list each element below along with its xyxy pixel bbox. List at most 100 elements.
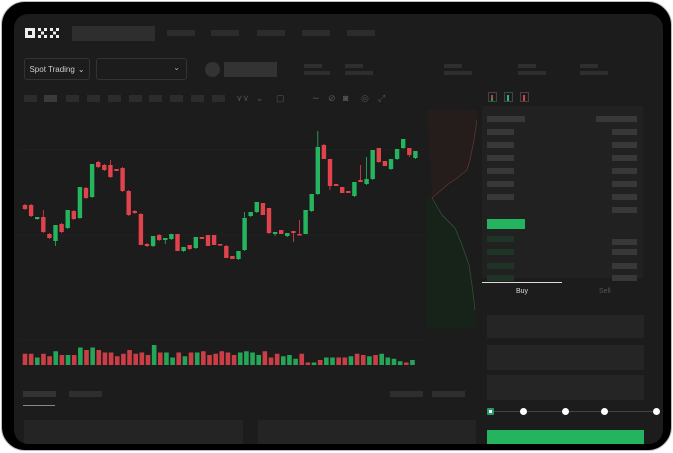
timeframe-button[interactable] — [108, 95, 121, 102]
volume-bar — [324, 357, 329, 365]
volume-bar — [201, 351, 206, 365]
price-input[interactable] — [487, 315, 644, 338]
timeframe-button[interactable] — [149, 95, 162, 102]
volume-bar — [244, 351, 249, 365]
volume-bar — [360, 355, 366, 365]
active-tab-underline — [23, 405, 55, 406]
filter-button[interactable] — [432, 391, 465, 397]
volume-bar — [194, 352, 200, 365]
orders-panel — [24, 420, 243, 444]
volume-bar — [139, 352, 145, 365]
draw-icon[interactable]: ▢ — [276, 93, 285, 103]
tab-open-orders[interactable] — [23, 391, 56, 397]
volume-bar — [84, 350, 89, 365]
volume-bar — [262, 351, 268, 365]
timeframe-button[interactable] — [191, 95, 204, 102]
candle — [163, 238, 168, 240]
volume-bar — [53, 351, 59, 365]
search-bar[interactable] — [72, 26, 155, 41]
volume-bar — [47, 356, 52, 365]
filter-button[interactable] — [390, 391, 423, 397]
volume-bar — [397, 361, 403, 365]
candle — [89, 164, 95, 197]
pair-selector[interactable]: ⌄ — [96, 58, 187, 80]
bid-amount — [612, 239, 637, 245]
timeframe-button[interactable] — [129, 95, 142, 102]
order-book-bids-icon[interactable] — [504, 92, 513, 102]
ask-amount — [612, 155, 637, 161]
bid-amount — [612, 263, 637, 269]
candle — [83, 188, 89, 198]
timeframe-button[interactable] — [24, 95, 37, 102]
ask-amount — [612, 194, 637, 200]
amount-slider[interactable] — [487, 408, 660, 415]
candle — [132, 211, 137, 213]
pair-name — [224, 62, 277, 77]
candle — [47, 234, 52, 238]
candle — [346, 191, 351, 193]
volume-bar — [410, 360, 415, 365]
volume-bar — [219, 351, 225, 365]
nav-item[interactable] — [257, 30, 285, 36]
timeframe-button[interactable] — [44, 95, 57, 102]
tab-order-history[interactable] — [69, 391, 102, 397]
candle — [224, 246, 229, 258]
ask-price — [487, 168, 514, 174]
nav-item[interactable] — [302, 30, 330, 36]
candle — [35, 217, 40, 219]
tab-buy[interactable]: Buy — [516, 288, 529, 295]
slider-step[interactable] — [601, 408, 608, 415]
candle — [327, 159, 333, 186]
order-book-asks-icon[interactable] — [520, 92, 529, 102]
settings-icon[interactable]: ◎ — [361, 93, 369, 103]
nav-item[interactable] — [211, 30, 239, 36]
buy-button[interactable] — [487, 430, 644, 444]
camera-icon[interactable]: ◙ — [343, 93, 349, 103]
candle — [169, 234, 174, 239]
timeframe-button[interactable] — [170, 95, 183, 102]
coin-icon — [205, 62, 220, 77]
indicator-icon[interactable]: ⋎⋎ — [236, 93, 250, 103]
okx-logo[interactable] — [25, 26, 63, 40]
slider-handle[interactable] — [487, 408, 494, 415]
volume-bar — [90, 347, 95, 365]
volume-bar — [207, 355, 212, 365]
slider-step[interactable] — [653, 408, 660, 415]
spot-trading-dropdown[interactable]: Spot Trading ⌄ — [24, 58, 90, 80]
candle — [407, 148, 412, 155]
volume-bar — [170, 357, 175, 365]
candle — [394, 149, 400, 159]
candle — [260, 203, 266, 215]
candlestick-chart[interactable] — [17, 110, 427, 372]
timeframe-button[interactable] — [66, 95, 79, 102]
order-book-both-icon[interactable] — [488, 92, 497, 102]
total-input[interactable] — [487, 375, 644, 400]
candle — [205, 235, 211, 246]
assets-panel — [258, 420, 476, 444]
candle — [303, 210, 308, 234]
volume-bar — [35, 357, 40, 365]
amount-input[interactable] — [487, 345, 644, 370]
volume-bar — [256, 355, 261, 365]
active-tab-underline — [482, 282, 562, 283]
chart-type-icon[interactable]: ⌄ — [256, 93, 264, 103]
volume-bar — [59, 355, 65, 365]
candle — [388, 159, 394, 169]
volume-bar — [317, 360, 323, 365]
candle — [53, 225, 58, 241]
nav-item[interactable] — [167, 30, 195, 36]
timeframe-button[interactable] — [87, 95, 100, 102]
slider-step[interactable] — [562, 408, 569, 415]
slider-step[interactable] — [520, 408, 527, 415]
line-icon[interactable]: ∼ — [312, 93, 320, 103]
timeframe-button[interactable] — [212, 95, 225, 102]
tab-sell[interactable]: Sell — [599, 288, 611, 295]
nav-item[interactable] — [347, 30, 375, 36]
ruler-icon[interactable]: ⊘ — [328, 93, 336, 103]
candle — [22, 205, 28, 209]
fullscreen-icon[interactable]: ⤢ — [378, 93, 386, 103]
volume-bar — [145, 355, 151, 365]
candle — [41, 217, 46, 232]
volume-bar — [102, 352, 108, 365]
